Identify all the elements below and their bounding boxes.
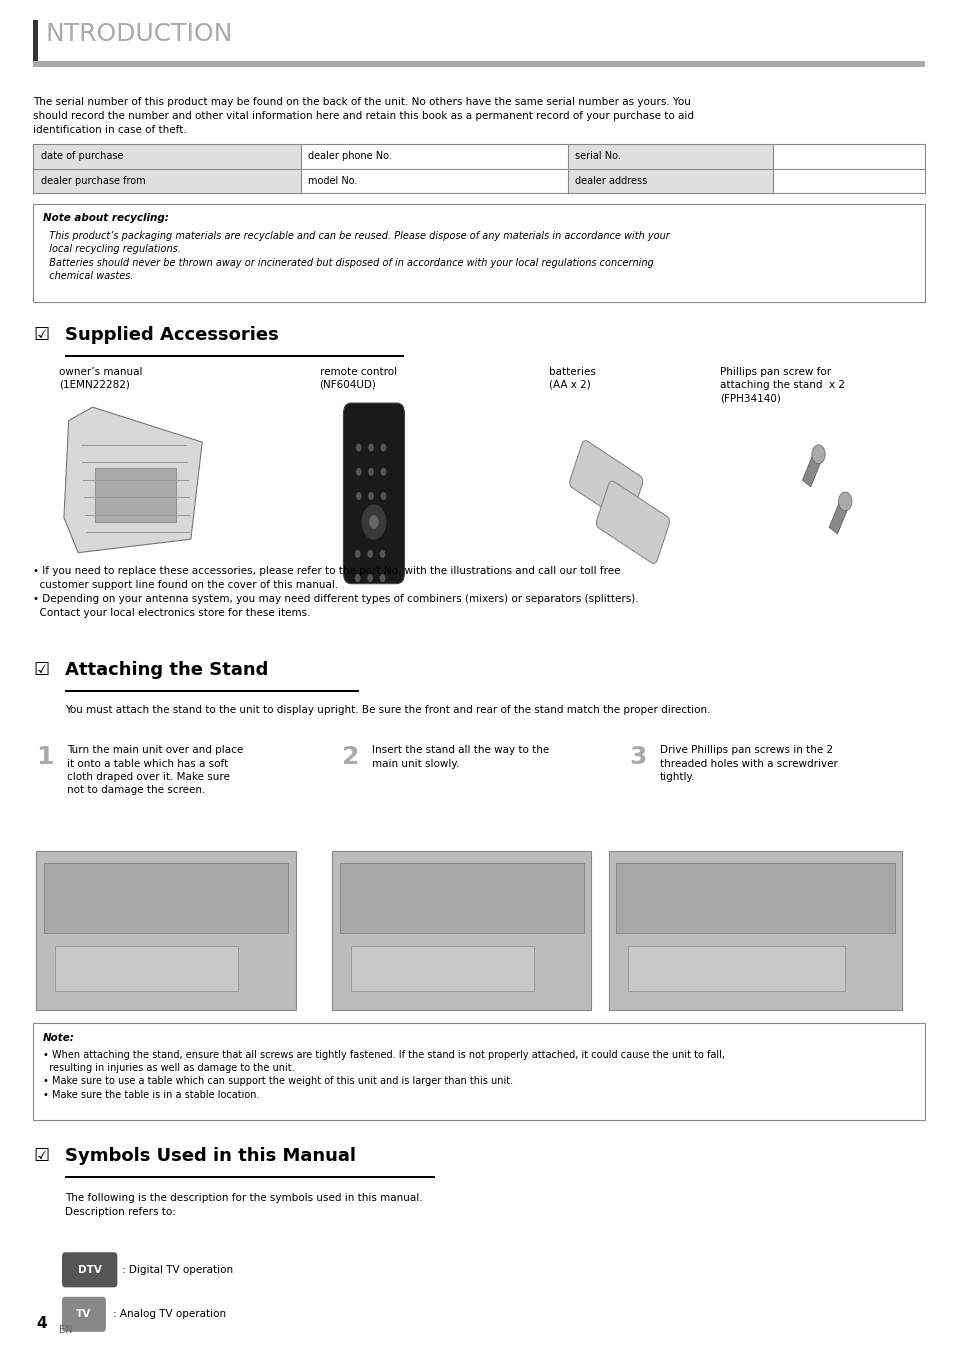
FancyBboxPatch shape <box>62 1297 106 1332</box>
Text: owner’s manual
(1EMN22282): owner’s manual (1EMN22282) <box>59 367 143 390</box>
FancyBboxPatch shape <box>596 481 669 563</box>
Text: Attaching the Stand: Attaching the Stand <box>65 661 268 678</box>
Text: • If you need to replace these accessories, please refer to the part No. with th: • If you need to replace these accessori… <box>33 566 639 619</box>
Bar <box>339 863 583 933</box>
Bar <box>55 946 238 991</box>
Text: 3: 3 <box>629 745 646 770</box>
Bar <box>33 61 924 67</box>
Text: DTV: DTV <box>77 1264 102 1275</box>
Text: batteries
(AA x 2): batteries (AA x 2) <box>548 367 595 390</box>
Circle shape <box>379 574 385 582</box>
Circle shape <box>380 468 386 476</box>
Bar <box>44 863 288 933</box>
Circle shape <box>355 550 360 558</box>
Bar <box>616 863 894 933</box>
Bar <box>627 946 844 991</box>
Bar <box>828 497 848 534</box>
Bar <box>332 851 591 1010</box>
Bar <box>33 144 300 168</box>
Text: NTRODUCTION: NTRODUCTION <box>46 22 233 46</box>
Text: serial No.: serial No. <box>575 151 620 162</box>
Circle shape <box>368 492 374 500</box>
Text: model No.: model No. <box>308 175 357 186</box>
Circle shape <box>355 574 360 582</box>
Text: ☑: ☑ <box>33 1147 50 1165</box>
Bar <box>351 946 534 991</box>
Bar <box>33 144 924 193</box>
Text: Drive Phillips pan screws in the 2
threaded holes with a screwdriver
tightly.: Drive Phillips pan screws in the 2 threa… <box>659 745 837 782</box>
Circle shape <box>379 550 385 558</box>
Text: dealer phone No.: dealer phone No. <box>308 151 392 162</box>
Text: Phillips pan screw for
attaching the stand  x 2
(FPH34140): Phillips pan screw for attaching the sta… <box>720 367 844 403</box>
Text: This product’s packaging materials are recyclable and can be reused. Please disp: This product’s packaging materials are r… <box>43 231 669 282</box>
Bar <box>33 20 38 65</box>
Bar <box>33 168 300 193</box>
Text: TV: TV <box>76 1309 91 1320</box>
Bar <box>567 168 772 193</box>
Bar <box>772 144 924 168</box>
Text: The following is the description for the symbols used in this manual.
Descriptio: The following is the description for the… <box>65 1193 422 1217</box>
Polygon shape <box>64 407 202 553</box>
Bar <box>95 468 176 522</box>
Circle shape <box>811 445 824 464</box>
Text: The serial number of this product may be found on the back of the unit. No other: The serial number of this product may be… <box>33 97 694 135</box>
Circle shape <box>355 492 361 500</box>
FancyBboxPatch shape <box>569 441 642 523</box>
Circle shape <box>838 492 851 511</box>
Text: date of purchase: date of purchase <box>41 151 123 162</box>
Bar <box>772 168 924 193</box>
Text: Symbols Used in this Manual: Symbols Used in this Manual <box>65 1147 355 1165</box>
Bar <box>65 356 403 357</box>
Circle shape <box>368 443 374 452</box>
Bar <box>300 168 567 193</box>
Circle shape <box>380 492 386 500</box>
Circle shape <box>361 504 386 539</box>
Text: You must attach the stand to the unit to display upright. Be sure the front and : You must attach the stand to the unit to… <box>65 705 710 714</box>
Text: Note:: Note: <box>43 1033 74 1042</box>
Bar <box>801 450 821 487</box>
Circle shape <box>355 468 361 476</box>
Text: remote control
(NF604UD): remote control (NF604UD) <box>319 367 396 390</box>
Bar <box>36 851 295 1010</box>
Text: 2: 2 <box>341 745 358 770</box>
Bar <box>65 1175 435 1178</box>
Text: dealer address: dealer address <box>575 175 647 186</box>
Text: Turn the main unit over and place
it onto a table which has a soft
cloth draped : Turn the main unit over and place it ont… <box>67 745 243 795</box>
Text: EN: EN <box>59 1325 72 1336</box>
Text: 4: 4 <box>36 1316 47 1332</box>
Text: ☑: ☑ <box>33 661 50 678</box>
Text: dealer purchase from: dealer purchase from <box>41 175 146 186</box>
Text: : Digital TV operation: : Digital TV operation <box>122 1264 233 1275</box>
Text: 1: 1 <box>36 745 53 770</box>
Text: Note about recycling:: Note about recycling: <box>43 213 169 222</box>
Circle shape <box>368 468 374 476</box>
Text: ☑: ☑ <box>33 326 50 344</box>
Bar <box>300 144 567 168</box>
FancyBboxPatch shape <box>62 1252 117 1287</box>
Text: Supplied Accessories: Supplied Accessories <box>65 326 278 344</box>
Bar <box>567 144 772 168</box>
Circle shape <box>367 574 373 582</box>
Circle shape <box>380 443 386 452</box>
Bar <box>33 1023 924 1120</box>
Text: : Analog TV operation: : Analog TV operation <box>112 1309 226 1320</box>
Bar <box>33 204 924 302</box>
Circle shape <box>355 443 361 452</box>
Bar <box>65 689 358 692</box>
Circle shape <box>367 550 373 558</box>
Bar <box>608 851 902 1010</box>
Text: • When attaching the stand, ensure that all screws are tightly fastened. If the : • When attaching the stand, ensure that … <box>43 1050 724 1100</box>
Text: Insert the stand all the way to the
main unit slowly.: Insert the stand all the way to the main… <box>372 745 549 768</box>
Circle shape <box>369 515 378 528</box>
FancyBboxPatch shape <box>343 403 404 584</box>
